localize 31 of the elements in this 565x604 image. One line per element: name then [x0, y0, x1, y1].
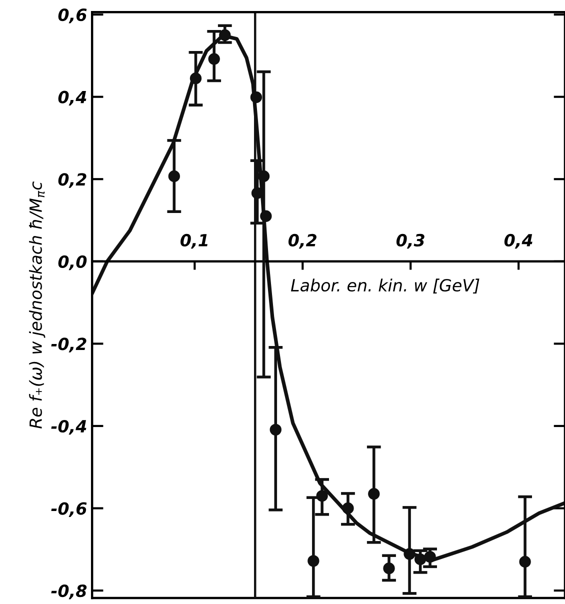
y-tick-label: -0,4	[51, 420, 86, 435]
point	[424, 550, 436, 563]
point	[270, 424, 282, 436]
point	[168, 170, 180, 182]
y-tick-label: -0,8	[51, 584, 87, 600]
point	[258, 170, 270, 182]
point	[260, 210, 272, 222]
point	[368, 488, 380, 500]
x-tick-label: 0,2	[288, 234, 316, 249]
point	[519, 556, 531, 568]
point	[250, 91, 262, 104]
x-tick-label: 0,4	[504, 234, 532, 249]
point	[404, 548, 416, 560]
y-axis-title: Re f₊(ω) w jednostkach ħ/M$_{π}$c	[29, 181, 46, 428]
point	[414, 553, 426, 566]
y-tick-label: 0,2	[58, 173, 86, 188]
point	[308, 555, 320, 567]
point	[208, 53, 220, 65]
y-tick-label: 0,6	[58, 8, 87, 24]
y-tick-label: -0,6	[51, 502, 87, 517]
point	[190, 72, 202, 84]
y-tick-label: 0,4	[58, 90, 86, 106]
point	[316, 490, 328, 502]
x-axis-title: Labor. en. kin. w [GeV]	[290, 278, 480, 294]
point	[342, 502, 354, 514]
y-tick-label: -0,2	[51, 338, 86, 352]
point	[383, 562, 395, 574]
point	[219, 29, 231, 41]
x-tick-label: 0,1	[180, 234, 208, 249]
x-tick-label: 0,3	[396, 234, 424, 249]
y-tick-label: 0,0	[58, 255, 87, 270]
